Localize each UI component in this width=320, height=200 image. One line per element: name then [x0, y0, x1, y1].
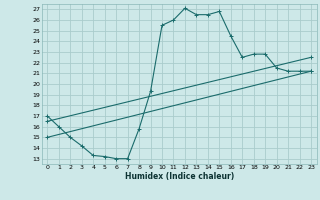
X-axis label: Humidex (Indice chaleur): Humidex (Indice chaleur) — [124, 172, 234, 181]
